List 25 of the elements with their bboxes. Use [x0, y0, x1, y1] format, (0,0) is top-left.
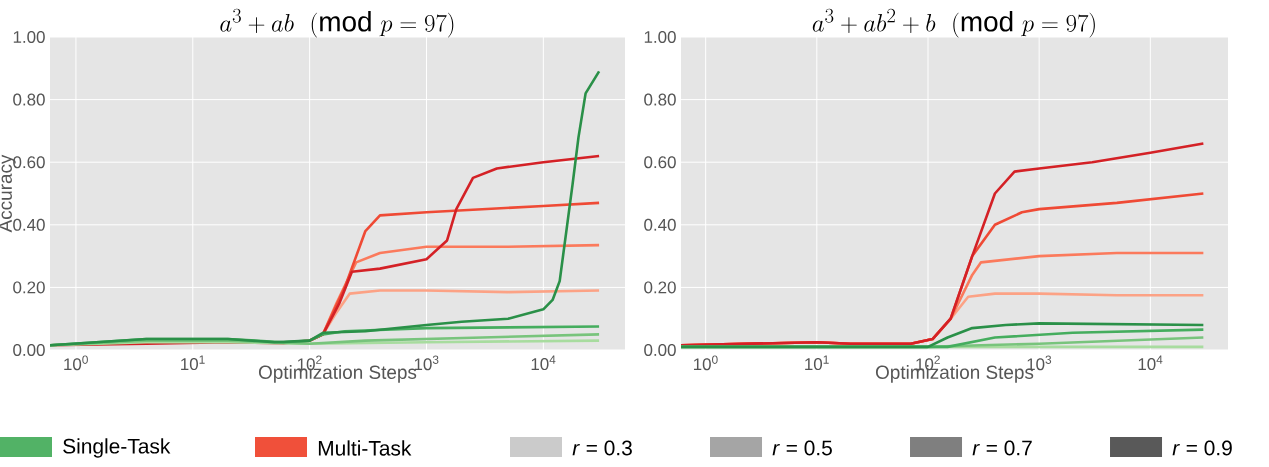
x-tick-label: 10$^{1}$ — [805, 355, 829, 371]
x-tick-label: 10$^{1}$ — [181, 355, 205, 371]
y-tick-label: 0.20 — [644, 281, 676, 294]
legend-label: r = 0.5 — [772, 440, 832, 456]
y-tick-label: 0.00 — [13, 344, 45, 356]
legend-label: Multi-Task — [318, 440, 412, 456]
y-tick-label: 0.60 — [644, 156, 676, 169]
x-tick-label: 10$^{3}$ — [414, 355, 439, 371]
y-tick-label: 1.00 — [644, 31, 676, 43]
legend-label: r = 0.3 — [572, 440, 632, 456]
x-tick-label: 10$^{0}$ — [694, 355, 718, 371]
legend-label: r = 0.9 — [1172, 440, 1232, 456]
y-tick-label: 0.00 — [644, 344, 676, 356]
x-tick-label: 10$^{4}$ — [1138, 355, 1163, 371]
chart-title: $a^{3}+ab\ \ (\mathrm{mod}\ p=97)$ — [220, 8, 454, 38]
legend-label: r = 0.7 — [972, 440, 1032, 456]
legend-label: Single-Task — [63, 438, 171, 458]
y-tick-label: 1.00 — [13, 31, 45, 43]
chart-title: $a^{3}+ab^{2}+b\ \ (\mathrm{mod}\ p=97)$ — [812, 8, 1095, 38]
y-tick-label: 0.40 — [644, 218, 676, 231]
y-tick-label: 0.20 — [13, 281, 45, 294]
y-tick-label: 0.80 — [13, 93, 45, 106]
y-tick-label: 0.80 — [644, 93, 676, 106]
x-tick-label: 10$^{4}$ — [531, 355, 556, 371]
x-tick-label: 10$^{0}$ — [64, 355, 88, 371]
